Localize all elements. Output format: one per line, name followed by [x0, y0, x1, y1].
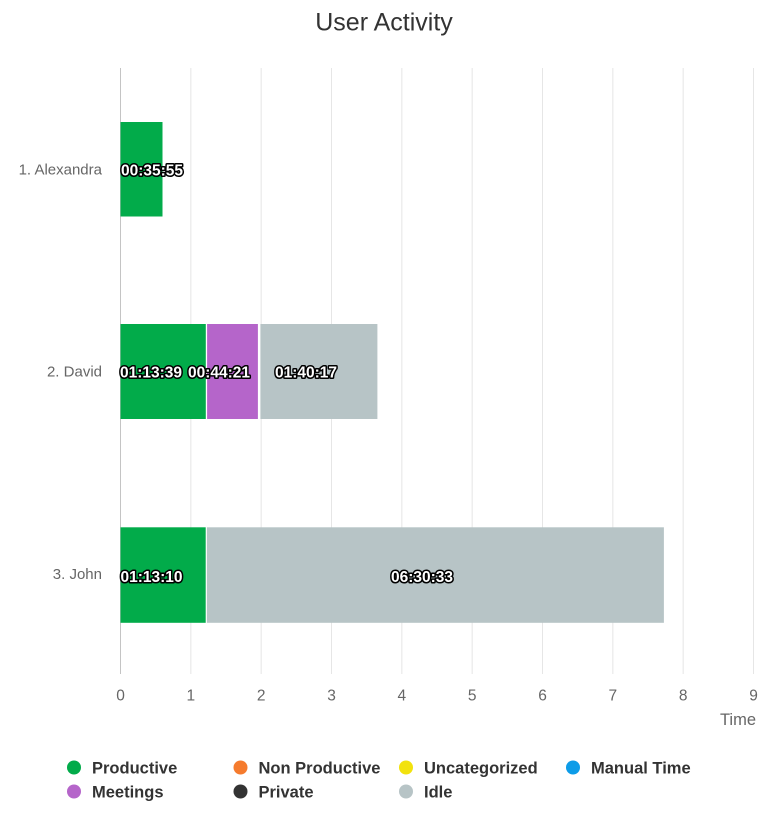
svg-text:2. David: 2. David: [47, 364, 102, 381]
svg-text:01:13:39: 01:13:39: [120, 365, 182, 382]
svg-text:00:35:55: 00:35:55: [121, 163, 183, 180]
svg-text:Time: Time: [720, 711, 756, 729]
svg-text:3: 3: [327, 688, 336, 705]
svg-text:Productive: Productive: [92, 760, 177, 778]
svg-text:7: 7: [608, 688, 617, 705]
svg-text:8: 8: [679, 688, 688, 705]
svg-text:User Activity: User Activity: [315, 9, 453, 37]
svg-text:0: 0: [116, 688, 125, 705]
svg-text:Idle: Idle: [424, 784, 452, 802]
svg-text:Private: Private: [259, 784, 314, 802]
svg-text:Uncategorized: Uncategorized: [424, 760, 538, 778]
svg-text:01:40:17: 01:40:17: [275, 365, 337, 382]
svg-text:2: 2: [257, 688, 266, 705]
svg-text:1. Alexandra: 1. Alexandra: [19, 161, 103, 178]
svg-text:1: 1: [186, 688, 195, 705]
svg-text:6: 6: [538, 688, 547, 705]
svg-text:Manual Time: Manual Time: [591, 760, 691, 778]
svg-text:Non Productive: Non Productive: [259, 760, 381, 778]
svg-text:4: 4: [397, 688, 406, 705]
svg-text:00:44:21: 00:44:21: [188, 365, 250, 382]
svg-text:5: 5: [468, 688, 477, 705]
svg-text:Meetings: Meetings: [92, 784, 164, 802]
svg-text:3. John: 3. John: [53, 566, 102, 583]
svg-text:9: 9: [749, 688, 758, 705]
svg-text:06:30:33: 06:30:33: [391, 569, 453, 586]
svg-text:01:13:10: 01:13:10: [120, 569, 182, 586]
